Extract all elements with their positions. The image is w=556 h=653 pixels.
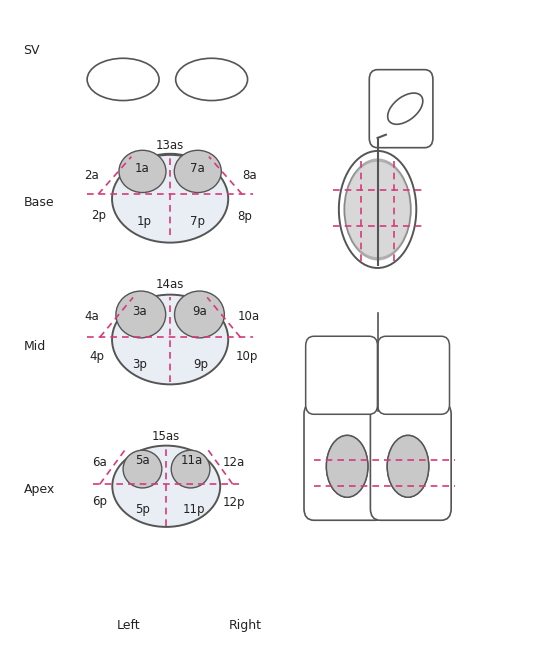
Text: 9a: 9a bbox=[192, 304, 207, 317]
Text: 7a: 7a bbox=[190, 161, 205, 174]
Text: Right: Right bbox=[229, 619, 261, 632]
Ellipse shape bbox=[112, 445, 220, 527]
Ellipse shape bbox=[123, 450, 162, 488]
Text: 6p: 6p bbox=[92, 495, 107, 508]
Text: 8a: 8a bbox=[242, 170, 256, 182]
FancyBboxPatch shape bbox=[304, 403, 385, 520]
Text: 12a: 12a bbox=[222, 456, 245, 469]
Text: 14as: 14as bbox=[156, 278, 184, 291]
Text: Apex: Apex bbox=[23, 483, 55, 496]
Text: 3a: 3a bbox=[132, 304, 147, 317]
Text: 11p: 11p bbox=[183, 503, 205, 517]
Ellipse shape bbox=[112, 155, 228, 243]
Text: 11a: 11a bbox=[181, 454, 203, 467]
Text: SV: SV bbox=[23, 44, 40, 57]
FancyBboxPatch shape bbox=[378, 336, 449, 414]
Text: 10a: 10a bbox=[238, 310, 260, 323]
Ellipse shape bbox=[388, 93, 423, 124]
FancyBboxPatch shape bbox=[369, 70, 433, 148]
Text: 6a: 6a bbox=[92, 456, 107, 469]
Ellipse shape bbox=[119, 154, 221, 228]
Text: 10p: 10p bbox=[235, 350, 257, 363]
Ellipse shape bbox=[116, 291, 166, 338]
Ellipse shape bbox=[326, 436, 368, 497]
Ellipse shape bbox=[339, 151, 416, 268]
Ellipse shape bbox=[388, 436, 429, 497]
Text: Base: Base bbox=[23, 197, 54, 210]
Ellipse shape bbox=[326, 436, 368, 497]
Text: 2p: 2p bbox=[91, 210, 106, 222]
Ellipse shape bbox=[388, 436, 429, 497]
FancyBboxPatch shape bbox=[306, 336, 378, 414]
Ellipse shape bbox=[171, 450, 210, 488]
Text: 9p: 9p bbox=[193, 358, 208, 371]
Text: 12p: 12p bbox=[222, 496, 245, 509]
Text: Mid: Mid bbox=[23, 340, 46, 353]
Text: 4p: 4p bbox=[89, 350, 104, 363]
Ellipse shape bbox=[175, 291, 224, 338]
Text: 8p: 8p bbox=[237, 210, 252, 223]
Text: 3p: 3p bbox=[132, 358, 147, 371]
Text: 1a: 1a bbox=[135, 161, 150, 174]
Text: 2a: 2a bbox=[83, 170, 98, 182]
Ellipse shape bbox=[119, 150, 166, 193]
Ellipse shape bbox=[87, 58, 159, 101]
Text: Left: Left bbox=[117, 619, 141, 632]
FancyBboxPatch shape bbox=[370, 403, 451, 520]
Ellipse shape bbox=[344, 161, 411, 258]
Text: 5p: 5p bbox=[135, 503, 150, 517]
Text: 4a: 4a bbox=[84, 310, 99, 323]
Ellipse shape bbox=[174, 150, 221, 193]
Ellipse shape bbox=[344, 159, 411, 260]
Ellipse shape bbox=[112, 295, 228, 385]
Text: 13as: 13as bbox=[156, 138, 184, 151]
Text: 5a: 5a bbox=[135, 454, 150, 467]
Text: 15as: 15as bbox=[152, 430, 180, 443]
Ellipse shape bbox=[176, 58, 247, 101]
Text: 7p: 7p bbox=[190, 215, 205, 228]
Text: 1p: 1p bbox=[137, 215, 152, 228]
